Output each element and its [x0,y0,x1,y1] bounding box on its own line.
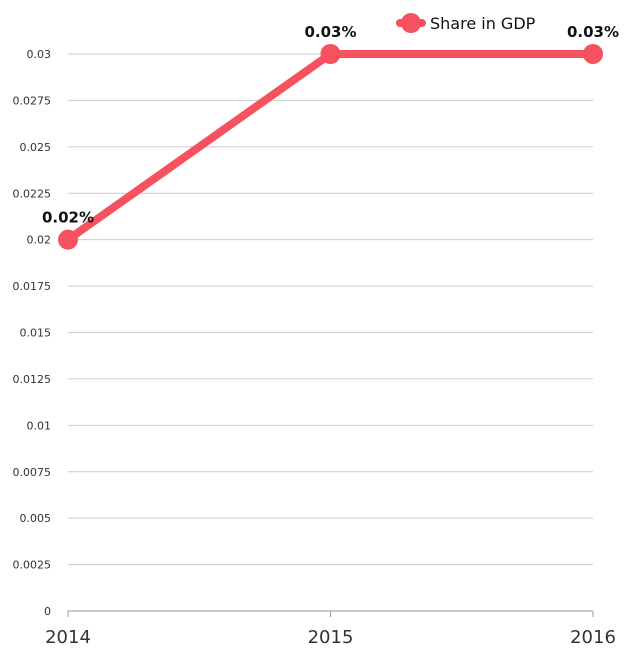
y-tick-label: 0.015 [20,327,52,340]
data-point[interactable] [58,229,78,250]
y-axis: 0 0.0025 0.005 0.0075 0.01 0.0125 0.015 0.0175 0… [13,48,52,618]
y-tick-label: 0.005 [20,512,52,525]
x-axis: 2014 2015 2016 [45,611,616,648]
legend-label: Share in GDP [430,14,536,33]
data-label: 0.03% [304,23,356,41]
legend[interactable]: Share in GDP [396,13,536,33]
y-tick-label: 0.0175 [13,280,52,293]
data-labels: 0.02% 0.03% 0.03% [42,23,619,227]
y-tick-label: 0.01 [27,419,52,432]
x-tick-label: 2016 [570,627,616,648]
y-tick-label: 0.025 [20,141,52,154]
y-tick-label: 0.0025 [13,559,52,572]
x-tick-label: 2014 [45,627,91,648]
data-label: 0.03% [567,23,619,41]
y-tick-label: 0 [44,605,51,618]
x-tick-label: 2015 [308,627,354,648]
legend-swatch-marker [401,13,421,33]
data-point[interactable] [583,44,603,64]
y-tick-label: 0.0225 [13,187,52,200]
y-tick-label: 0.02 [27,234,52,247]
data-point[interactable] [320,44,341,64]
y-tick-label: 0.0275 [13,94,52,107]
series-layer [58,44,603,250]
y-tick-label: 0.0125 [13,373,52,386]
y-tick-label: 0.0075 [13,466,52,479]
data-label: 0.02% [42,209,94,227]
y-tick-label: 0.03 [27,48,52,61]
gridlines [68,53,593,612]
